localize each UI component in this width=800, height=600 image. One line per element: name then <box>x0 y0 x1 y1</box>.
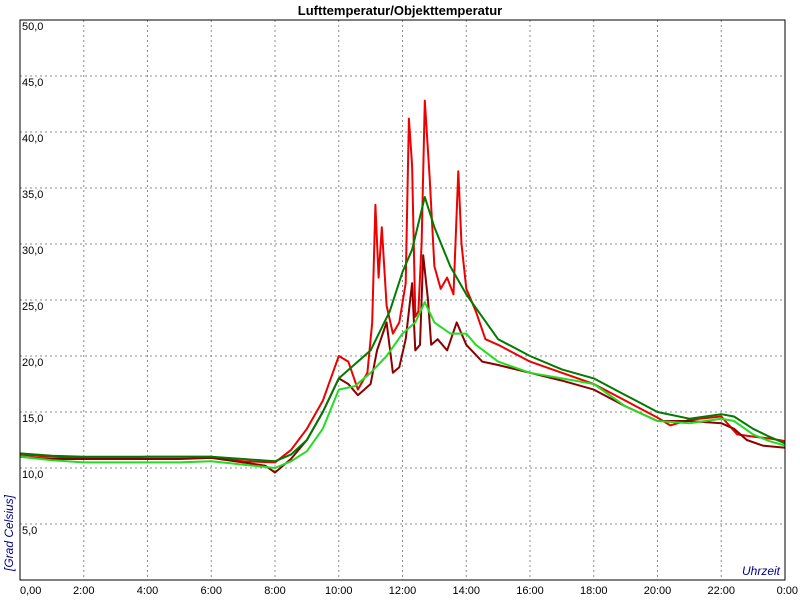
y-tick-label: 5,0 <box>22 525 37 537</box>
chart-title: Lufttemperatur/Objekttemperatur <box>298 3 502 18</box>
plot-frame <box>19 19 786 581</box>
x-axis-label: Uhrzeit <box>742 564 781 578</box>
x-tick-label: 4:00 <box>137 585 158 597</box>
x-tick-label: 6:00 <box>201 585 222 597</box>
series-line-3 <box>19 196 786 463</box>
x-tick-label: 12:00 <box>389 585 417 597</box>
tick-labels: 0,00 2:00 4:00 6:00 8:00 10:00 12:00 14:00 16:00… <box>20 21 798 597</box>
series-line-1 <box>19 99 786 464</box>
series-lines <box>19 99 786 474</box>
y-axis-label: [Grad Celsius] <box>2 494 16 572</box>
x-tick-label: 2:00 <box>73 585 94 597</box>
y-tick-label: 30,0 <box>22 245 43 257</box>
y-tick-label: 40,0 <box>22 133 43 145</box>
x-tick-label: 0:00 <box>777 585 798 597</box>
x-tick-label: 10:00 <box>325 585 353 597</box>
x-tick-label: 22:00 <box>707 585 735 597</box>
x-tick-label: 16:00 <box>516 585 544 597</box>
y-tick-label: 15,0 <box>22 413 43 425</box>
y-tick-label: 25,0 <box>22 301 43 313</box>
y-tick-label: 50,0 <box>22 21 43 33</box>
x-tick-label: 18:00 <box>580 585 608 597</box>
grid-lines <box>20 20 785 580</box>
x-tick-label: 8:00 <box>264 585 285 597</box>
x-tick-label: 20:00 <box>644 585 672 597</box>
y-tick-label: 10,0 <box>22 469 43 481</box>
y-tick-label: 20,0 <box>22 357 43 369</box>
y-tick-label: 45,0 <box>22 77 43 89</box>
x-tick-label: 14:00 <box>452 585 480 597</box>
x-tick-label: 0,00 <box>20 585 41 597</box>
y-tick-label: 35,0 <box>22 189 43 201</box>
series-line-4 <box>19 301 786 469</box>
series-line-2 <box>19 254 786 474</box>
